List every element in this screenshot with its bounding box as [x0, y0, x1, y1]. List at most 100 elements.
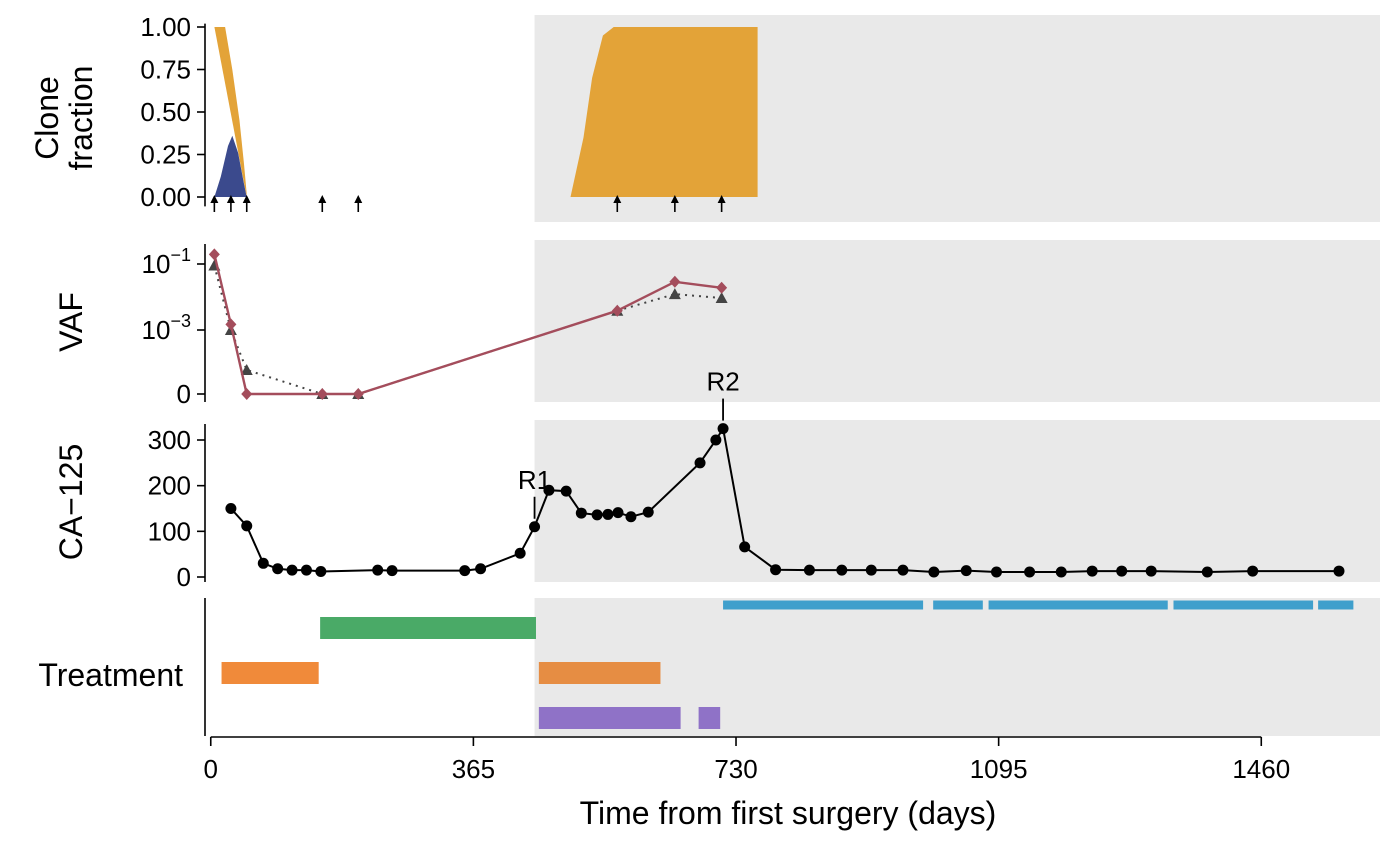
x-tick-label: 365	[452, 754, 495, 784]
ca125-point	[928, 566, 940, 578]
ca125-point	[865, 564, 877, 576]
ca125-point	[1024, 566, 1036, 578]
vaf-triangle-point	[715, 292, 728, 303]
treatment-bar	[723, 600, 924, 610]
ca125-point	[803, 564, 815, 576]
ca125-point	[386, 565, 398, 577]
ca125-point	[1086, 565, 1098, 577]
ca125-point	[372, 564, 384, 576]
x-tick-label: 730	[714, 754, 757, 784]
ca125-point	[529, 521, 541, 533]
vaf-diamond-point	[225, 318, 237, 331]
vaf-line-triangle	[213, 265, 722, 395]
ca125-y-label: CA−125	[53, 444, 89, 561]
ca125-point	[960, 565, 972, 577]
ca125-point	[612, 507, 624, 519]
ca125-point	[694, 457, 706, 469]
treatment-bar	[320, 617, 536, 639]
ca125-point	[1201, 566, 1213, 578]
ca125-point	[642, 506, 654, 518]
sample-arrow-head	[318, 195, 327, 203]
treatment-bar	[538, 707, 681, 729]
treatment-bar	[988, 600, 1168, 610]
ca125-point	[475, 563, 487, 575]
ca125-y-tick-label: 300	[148, 425, 191, 455]
ca125-point	[1333, 565, 1345, 577]
ca125-point	[739, 541, 751, 553]
ca125-point	[286, 564, 298, 576]
ca125-panel: 0 100 200 300 CA−125 R1 R2	[53, 367, 1345, 592]
ca125-point	[770, 564, 782, 576]
vaf-diamond-point	[241, 388, 253, 400]
sample-arrow-head	[210, 195, 219, 203]
ca125-point	[543, 484, 555, 496]
clone-fraction-panel: 0.00 0.25 0.50 0.75 1.00 Clonefraction	[29, 12, 758, 212]
treatment-bar	[538, 662, 661, 684]
ca125-point	[836, 564, 848, 576]
treatment-bar	[1173, 600, 1314, 610]
vaf-y-tick-label: 10−3	[142, 311, 191, 345]
ca125-point	[1116, 565, 1128, 577]
sample-arrow-head	[242, 195, 251, 203]
clone-area-1	[214, 27, 247, 197]
ca125-point	[625, 511, 637, 523]
x-tick-label: 1460	[1232, 754, 1290, 784]
vaf-y-tick-label: 10−1	[142, 245, 191, 279]
shaded-region-vaf	[534, 240, 1380, 402]
recurrence-label: R2	[706, 367, 739, 397]
treatment-bar	[933, 600, 983, 610]
clone-y-tick-label: 0.00	[140, 182, 191, 212]
vaf-triangle-point	[240, 364, 253, 375]
sample-arrow-head	[717, 195, 726, 203]
shaded-region-ca125	[534, 420, 1380, 582]
treatment-bar	[221, 662, 319, 684]
vaf-line-diamond	[213, 254, 722, 396]
vaf-y-label: VAF	[53, 292, 89, 352]
ca125-y-tick-label: 100	[148, 516, 191, 546]
treatment-panel: Treatment	[38, 598, 1354, 736]
ca125-point	[602, 508, 614, 520]
vaf-diamond-point	[208, 248, 220, 261]
ca125-y-tick-label: 200	[148, 471, 191, 501]
ca125-point	[897, 564, 909, 576]
ca125-point	[710, 434, 722, 446]
ca125-point	[591, 509, 603, 521]
x-axis: 0 365 730 1095 1460	[204, 736, 1290, 784]
ca125-point	[560, 485, 572, 497]
vaf-diamond-point	[669, 275, 681, 288]
x-tick-label: 1095	[970, 754, 1028, 784]
vaf-panel: 10−1 10−3 0 VAF	[53, 244, 728, 409]
clone-y-tick-label: 0.50	[140, 97, 191, 127]
ca125-point	[1055, 566, 1067, 578]
clone-y-tick-label: 0.75	[140, 55, 191, 85]
vaf-triangle-point	[668, 288, 681, 300]
ca125-point	[1145, 565, 1157, 577]
x-tick-label: 0	[204, 754, 218, 784]
ca125-point	[315, 566, 327, 578]
vaf-diamond-point	[352, 388, 364, 400]
vaf-diamond-point	[316, 388, 328, 400]
ca125-point	[272, 563, 284, 575]
clone-area-2	[214, 135, 247, 197]
ca125-y-tick-label: 0	[177, 562, 191, 592]
ca125-point	[717, 423, 729, 435]
treatment-bar	[1318, 600, 1354, 610]
vaf-diamond-point	[716, 281, 728, 294]
clone-y-tick-label: 0.25	[140, 140, 191, 170]
x-axis-label: Time from first surgery (days)	[580, 795, 997, 831]
sample-arrow-head	[670, 195, 679, 203]
ca125-point	[575, 507, 587, 519]
ca125-point	[225, 503, 237, 514]
ca125-point	[300, 564, 312, 576]
ca125-point	[241, 520, 253, 532]
sample-arrow-head	[354, 195, 363, 203]
ca125-point	[514, 547, 526, 559]
ca125-point	[257, 557, 269, 569]
sample-arrow-head	[226, 195, 235, 203]
clone-y-label: Clonefraction	[29, 66, 99, 171]
recurrence-label: R1	[518, 465, 551, 495]
clone-y-tick-label: 1.00	[140, 12, 191, 42]
ca125-point	[1247, 565, 1259, 577]
vaf-y-tick-label: 0	[177, 379, 191, 409]
vaf-diamond-point	[611, 304, 623, 317]
